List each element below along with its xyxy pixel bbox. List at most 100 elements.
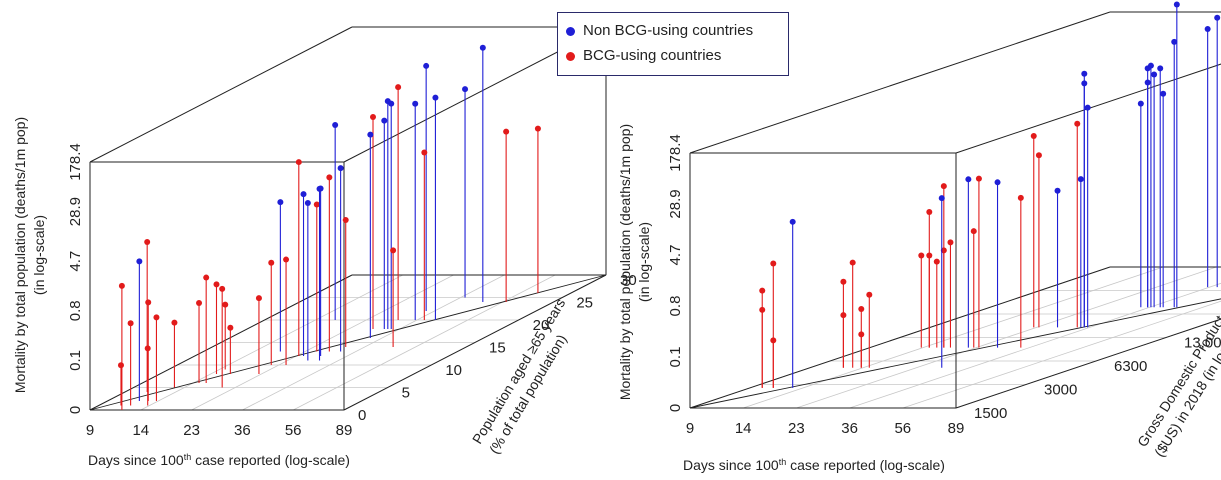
- right-point-non_bcg: [965, 176, 972, 183]
- left-point-bcg: [395, 84, 402, 91]
- right-point-non_bcg: [1214, 14, 1221, 21]
- left-point-bcg: [144, 345, 151, 352]
- legend: Non BCG-using countries BCG-using countr…: [557, 12, 789, 76]
- left-x-axis-label: Days since 100th case reported (log-scal…: [88, 452, 350, 468]
- right-point-non_bcg: [1160, 90, 1167, 97]
- legend-item-bcg: BCG-using countries: [566, 46, 721, 66]
- right-y-tick-label: 4.7: [667, 245, 684, 266]
- right-point-non_bcg: [1084, 104, 1091, 111]
- left-point-bcg: [219, 285, 226, 292]
- right-point-bcg: [940, 183, 947, 190]
- right-point-bcg: [866, 291, 873, 298]
- right-x-axis-label: Days since 100th case reported (log-scal…: [683, 457, 945, 473]
- left-point-non_bcg: [337, 165, 344, 172]
- right-point-non_bcg: [1173, 1, 1180, 8]
- right-point-bcg: [975, 175, 982, 182]
- left-y-tick-label: 178.4: [67, 143, 84, 181]
- right-box-edge: [689, 11, 1111, 154]
- right-x-tick-label: 36: [841, 420, 858, 437]
- right-point-bcg: [918, 252, 925, 259]
- left-box-edge: [89, 26, 353, 163]
- left-z-tick-label: 20: [533, 317, 550, 334]
- left-point-non_bcg: [423, 62, 430, 69]
- right-point-non_bcg: [1157, 65, 1164, 72]
- left-point-bcg: [203, 274, 210, 281]
- left-y-tick-label: 0: [67, 406, 84, 414]
- right-point-bcg: [1030, 132, 1037, 139]
- left-point-bcg: [370, 113, 377, 120]
- right-point-bcg: [770, 260, 777, 267]
- legend-label-bcg: BCG-using countries: [583, 47, 722, 64]
- left-point-bcg: [503, 128, 510, 135]
- left-point-bcg: [255, 295, 262, 302]
- right-x-tick-label: 14: [735, 420, 752, 437]
- left-point-bcg: [127, 320, 134, 327]
- left-point-bcg: [283, 256, 290, 263]
- right-x-tick-label: 89: [948, 420, 965, 437]
- left-point-bcg: [213, 281, 220, 288]
- left-z-tick-label: 25: [576, 295, 593, 312]
- right-y-axis-label: Mortality by total population (deaths/1m…: [617, 124, 633, 400]
- left-point-bcg: [390, 247, 397, 254]
- right-x-tick-label: 9: [686, 420, 694, 437]
- right-floor-diagonal: [689, 298, 1221, 409]
- left-point-bcg: [145, 299, 152, 306]
- right-point-bcg: [759, 287, 766, 294]
- left-point-bcg: [222, 301, 229, 308]
- left-point-bcg: [196, 300, 203, 307]
- legend-label-non-bcg: Non BCG-using countries: [583, 22, 754, 39]
- left-point-bcg: [421, 149, 428, 156]
- right-z-tick-label: 1500: [974, 405, 1007, 422]
- right-point-bcg: [970, 228, 977, 235]
- left-point-non_bcg: [462, 86, 469, 93]
- right-point-bcg: [840, 278, 847, 285]
- left-z-tick-label: 30: [620, 272, 637, 289]
- left-x-tick-label: 23: [183, 422, 200, 439]
- left-point-bcg: [144, 239, 151, 246]
- right-point-non_bcg: [994, 179, 1001, 186]
- left-x-axis-label-part: case reported (log-scale): [191, 452, 350, 468]
- right-box-edge: [689, 266, 1111, 409]
- right-point-bcg: [1074, 120, 1081, 127]
- left-point-non_bcg: [300, 191, 307, 198]
- left-y-axis-label: (in log-scale): [31, 215, 47, 295]
- left-x-tick-label: 36: [234, 422, 251, 439]
- left-point-bcg: [326, 174, 333, 181]
- legend-item-non-bcg: Non BCG-using countries: [566, 21, 753, 41]
- left-point-non_bcg: [316, 185, 323, 192]
- right-x-axis-label-sup: th: [779, 457, 787, 467]
- right-point-non_bcg: [1171, 38, 1178, 45]
- right-point-bcg: [926, 208, 933, 215]
- left-point-bcg: [153, 314, 160, 321]
- left-y-axis-label: Mortality by total population (deaths/1m…: [12, 117, 28, 393]
- left-z-tick-label: 10: [445, 362, 462, 379]
- left-point-bcg: [118, 282, 125, 289]
- left-point-bcg: [313, 201, 320, 208]
- left-x-tick-label: 56: [285, 422, 302, 439]
- right-y-tick-label: 28.9: [667, 189, 684, 218]
- left-x-axis-label-sup: th: [184, 452, 192, 462]
- right-point-non_bcg: [1054, 187, 1061, 194]
- left-point-non_bcg: [367, 131, 374, 138]
- left-box-edge: [343, 274, 607, 411]
- left-point-non_bcg: [432, 94, 439, 101]
- left-x-tick-label: 14: [132, 422, 149, 439]
- left-point-bcg: [227, 324, 234, 331]
- left-y-tick-label: 4.7: [67, 251, 84, 272]
- left-point-non_bcg: [304, 200, 311, 207]
- left-point-non_bcg: [136, 258, 143, 265]
- left-point-bcg: [534, 125, 541, 132]
- left-point-bcg: [171, 319, 178, 326]
- left-point-non_bcg: [332, 121, 339, 128]
- left-point-non_bcg: [388, 100, 395, 107]
- left-x-tick-label: 89: [336, 422, 353, 439]
- right-point-bcg: [1035, 152, 1042, 159]
- left-z-tick-label: 0: [358, 407, 366, 424]
- left-point-non_bcg: [277, 199, 284, 206]
- left-z-tick-label: 5: [402, 385, 410, 402]
- right-point-bcg: [933, 258, 940, 265]
- right-x-tick-label: 23: [788, 420, 805, 437]
